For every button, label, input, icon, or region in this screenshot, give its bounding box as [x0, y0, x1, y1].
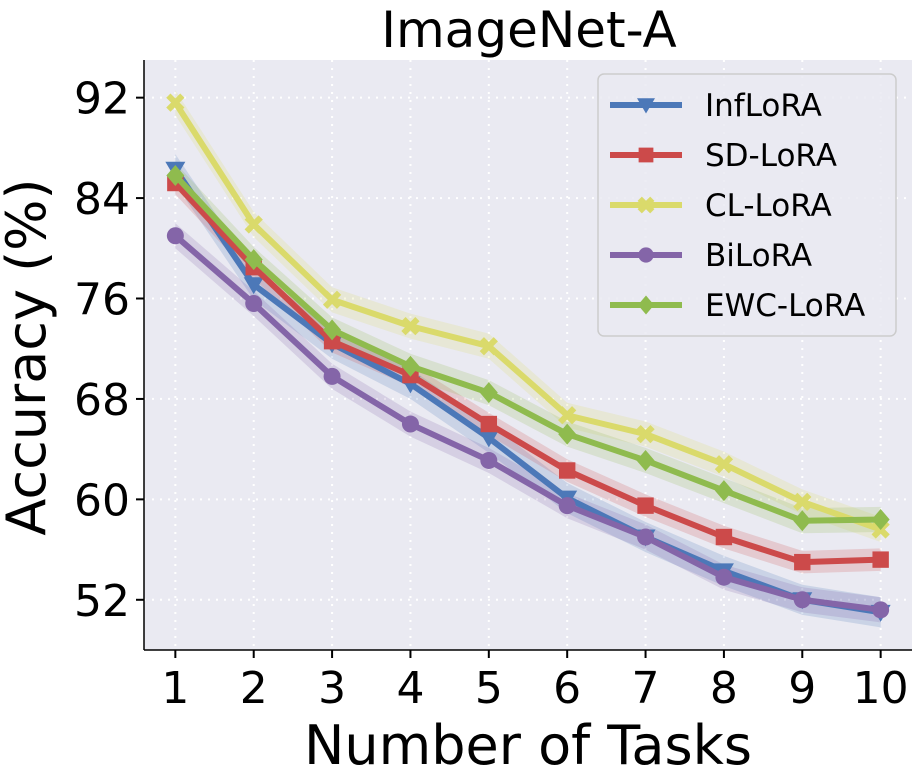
- y-tick-label: 84: [74, 174, 130, 225]
- ewc-lora-line: [173, 173, 881, 524]
- cl-lora-point: [166, 93, 185, 112]
- sd-lora-point: [558, 462, 576, 479]
- sd-lora-point: [323, 332, 341, 350]
- legend-marker: [637, 98, 655, 114]
- ewc-lora-point: [636, 449, 655, 471]
- ewc-lora-point: [479, 382, 498, 404]
- x-tick-label: 10: [853, 663, 909, 714]
- sd-lora-point: [637, 497, 654, 514]
- legend-item-ewc-lora: EWC-LoRA: [610, 288, 865, 324]
- x-tick-label: 3: [318, 663, 346, 714]
- x-tick-label: 4: [396, 663, 424, 714]
- bilora-point: [166, 227, 184, 245]
- x-tick-label: 5: [475, 663, 503, 714]
- sd-lora-point: [715, 528, 733, 546]
- sd-lora-point: [480, 415, 498, 433]
- sd-lora-line: [173, 180, 881, 566]
- x-tick-label: 8: [710, 663, 738, 714]
- y-tick-label: 60: [74, 475, 130, 526]
- ewc-lora-point: [714, 480, 733, 502]
- ewc-lora-point: [323, 319, 342, 341]
- cl-lora-point: [558, 406, 577, 425]
- legend-label: InfLoRA: [705, 88, 822, 124]
- cl-lora-point: [636, 424, 655, 444]
- legend-marker: [637, 295, 655, 315]
- sd-lora-point: [794, 553, 811, 571]
- ewc-lora-series: [166, 164, 890, 532]
- cl-lora-point: [322, 290, 342, 309]
- y-tick-label: 68: [74, 375, 130, 426]
- bilora-point: [480, 451, 498, 469]
- y-tick-label: 92: [74, 74, 130, 125]
- bilora-point: [323, 367, 341, 385]
- cl-lora-point: [244, 215, 263, 234]
- cl-lora-point: [401, 317, 420, 336]
- sd-lora-point: [872, 551, 889, 568]
- ewc-lora-point: [558, 423, 577, 445]
- axes: 1 2 3 4 5 6 7 8 9 10 52 60 68 76 84 92: [74, 60, 912, 714]
- x-tick-label: 2: [240, 663, 268, 714]
- inflora-point: [243, 277, 264, 295]
- cl-lora-line: [172, 101, 882, 533]
- legend-label: BiLoRA: [705, 238, 812, 274]
- x-tick-label: 1: [161, 663, 189, 714]
- bilora-series: [166, 227, 890, 619]
- y-axis-label: Accuracy (%): [0, 178, 58, 535]
- x-tick-label: 6: [553, 663, 581, 714]
- cl-lora-point: [479, 337, 498, 356]
- ewc-lora-point: [401, 355, 420, 377]
- legend-marker: [638, 247, 654, 263]
- legend: InfLoRA SD-LoRA CL-LoRA BiLoRA EWC-LoRA: [597, 73, 897, 337]
- legend-marker: [638, 147, 654, 163]
- y-tick-label: 76: [74, 275, 130, 326]
- bilora-point: [715, 568, 733, 586]
- legend-label: SD-LoRA: [705, 138, 837, 174]
- x-tick-label: 9: [788, 663, 816, 714]
- legend-label: EWC-LoRA: [705, 288, 865, 324]
- ewc-lora-point: [793, 510, 812, 532]
- legend-label: CL-LoRA: [705, 188, 832, 224]
- ewc-lora-point: [244, 249, 263, 271]
- x-axis-label: Number of Tasks: [304, 714, 752, 777]
- bilora-line: [173, 233, 882, 613]
- legend-marker: [637, 196, 655, 214]
- legend-item-cl-lora: CL-LoRA: [610, 188, 832, 224]
- legend-item-bilora: BiLoRA: [610, 238, 812, 274]
- x-tick-label: 7: [632, 663, 660, 714]
- y-tick-label: 52: [74, 576, 130, 627]
- ewc-lora-point: [871, 508, 890, 530]
- bilora-point: [245, 295, 263, 313]
- chart-title: ImageNet-A: [381, 1, 677, 59]
- bilora-point: [401, 415, 419, 433]
- legend-item-inflora: InfLoRA: [610, 88, 822, 124]
- cl-lora-point: [714, 455, 734, 474]
- inflora-line: [172, 167, 882, 616]
- bilora-point: [558, 497, 576, 515]
- bilora-point: [793, 591, 811, 609]
- bilora-point: [637, 528, 655, 546]
- series: [165, 93, 891, 622]
- bilora-point: [872, 601, 890, 619]
- legend-box: [597, 73, 897, 337]
- cl-lora-point: [793, 492, 812, 511]
- legend-item-sd-lora: SD-LoRA: [610, 138, 837, 174]
- ewc-lora-point: [166, 164, 185, 186]
- inflora-point: [478, 430, 499, 448]
